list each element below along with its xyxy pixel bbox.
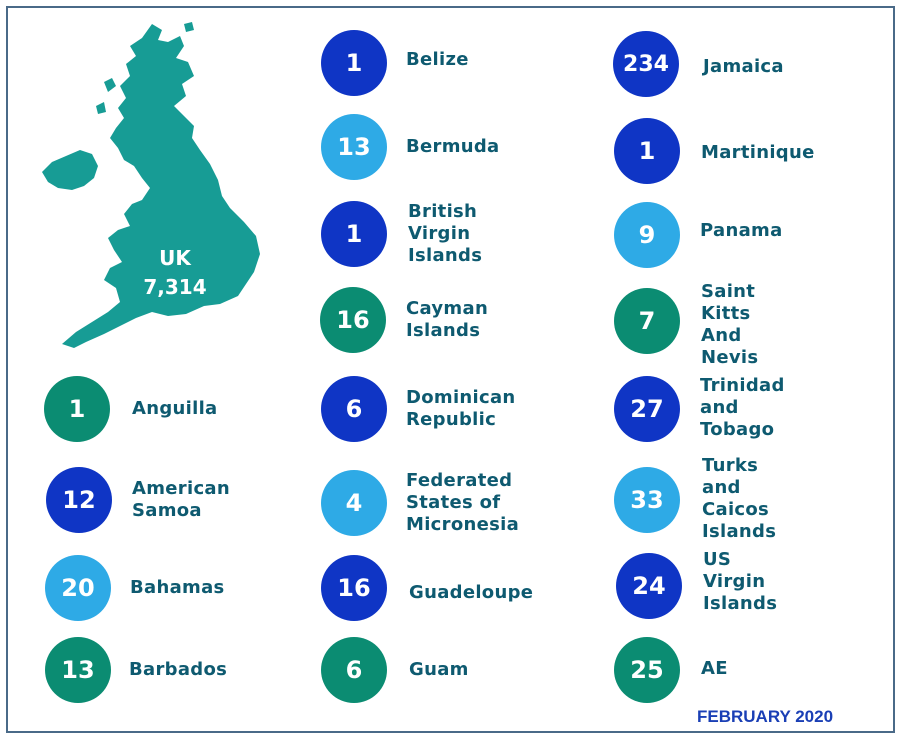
count-circle: 12 — [46, 467, 112, 533]
count-circle: 16 — [320, 287, 386, 353]
territory-name: Panama — [700, 220, 783, 241]
count-circle: 6 — [321, 637, 387, 703]
territory-name: American Samoa — [132, 478, 230, 521]
count-circle: 13 — [321, 114, 387, 180]
count-circle: 24 — [616, 553, 682, 619]
date-label: FEBRUARY 2020 — [697, 707, 834, 726]
uk-count: 7,314 — [143, 275, 207, 299]
territory-name: Bahamas — [130, 577, 225, 598]
territory-name: Guadeloupe — [409, 582, 534, 603]
count-circle: 7 — [614, 288, 680, 354]
territory-name: Cayman Islands — [406, 298, 489, 341]
count-circle: 4 — [321, 470, 387, 536]
territory-name: Bermuda — [406, 136, 500, 157]
count-circle: 1 — [321, 30, 387, 96]
count-circle: 33 — [614, 467, 680, 533]
count-circle: 25 — [614, 637, 680, 703]
count-circle: 20 — [45, 555, 111, 621]
uk-name: UK — [159, 246, 191, 270]
territory-name: Martinique — [701, 142, 815, 163]
territory-name: Guam — [409, 659, 469, 680]
count-circle: 6 — [321, 376, 387, 442]
uk-map-icon — [42, 22, 260, 348]
territory-name: Federated States of Micronesia — [406, 470, 520, 535]
territory-name: Saint Kitts And Nevis — [701, 281, 759, 368]
count-circle: 13 — [45, 637, 111, 703]
count-circle: 234 — [613, 31, 679, 97]
territory-name: Trinidad and Tobago — [700, 375, 785, 440]
count-circle: 9 — [614, 202, 680, 268]
count-circle: 1 — [321, 201, 387, 267]
territory-name: Belize — [406, 49, 469, 70]
territory-name: Dominican Republic — [406, 387, 516, 430]
count-circle: 27 — [614, 376, 680, 442]
territory-name: Anguilla — [132, 398, 218, 419]
territory-name: British Virgin Islands — [408, 201, 483, 266]
territory-name: Barbados — [129, 659, 228, 680]
count-circle: 1 — [44, 376, 110, 442]
territory-name: US Virgin Islands — [703, 549, 778, 614]
territory-name: Turks and Caicos Islands — [702, 455, 777, 542]
territory-name: Jamaica — [703, 56, 784, 77]
uk-label: UK 7,314 — [130, 244, 220, 302]
count-circle: 1 — [614, 118, 680, 184]
territory-name: AE — [701, 658, 728, 679]
count-circle: 16 — [321, 555, 387, 621]
